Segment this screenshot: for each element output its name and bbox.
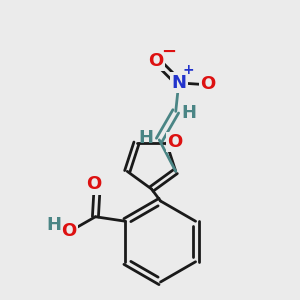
Text: H: H — [182, 104, 197, 122]
Text: O: O — [148, 52, 163, 70]
Text: O: O — [86, 175, 101, 193]
Text: O: O — [167, 133, 182, 151]
Text: +: + — [183, 63, 194, 77]
Text: N: N — [171, 74, 186, 92]
Text: O: O — [200, 75, 215, 93]
Text: H: H — [46, 216, 62, 234]
Text: H: H — [138, 129, 153, 147]
Text: O: O — [61, 222, 77, 240]
Text: −: − — [161, 43, 176, 61]
